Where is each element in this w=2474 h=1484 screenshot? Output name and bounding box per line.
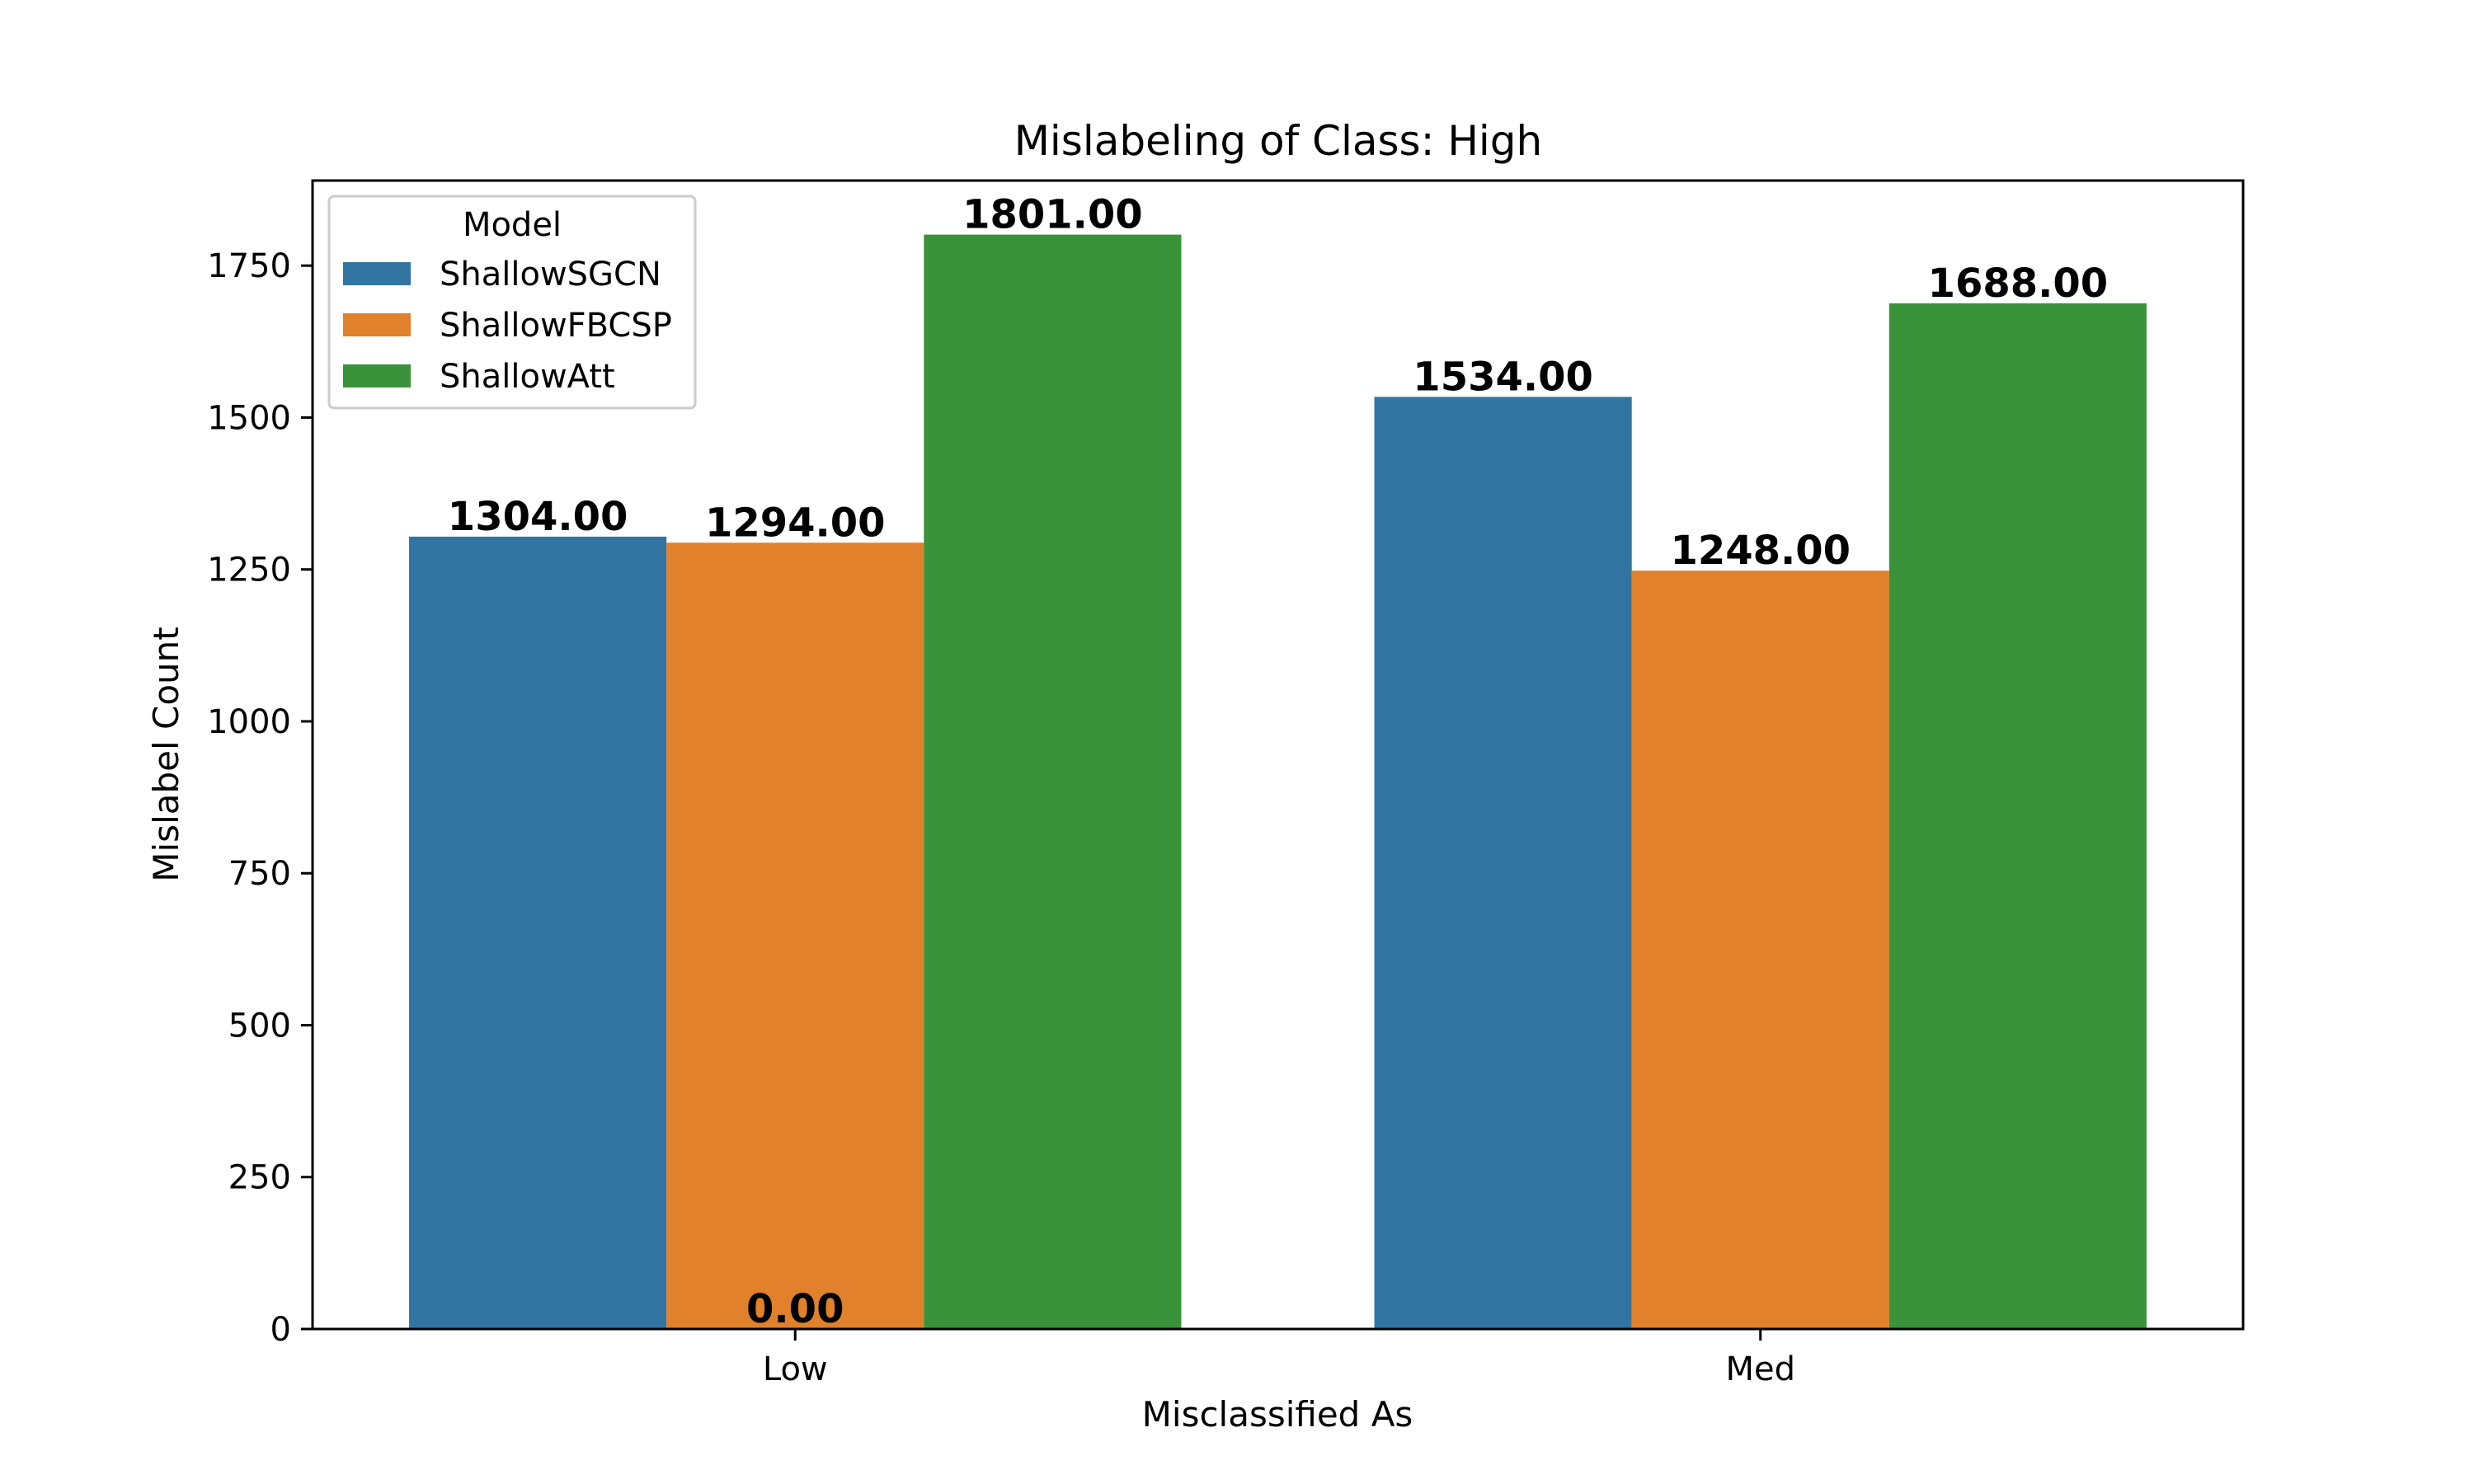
x-axis: Low Med [763, 1329, 1795, 1388]
bars-group [409, 234, 2147, 1329]
bar-low-shallowatt [924, 234, 1182, 1329]
legend-frame [327, 195, 697, 410]
y-tick-label: 750 [228, 855, 291, 893]
bar-med-shallowfbcsp [1631, 571, 1889, 1329]
legend-swatch-shallowatt [343, 364, 411, 387]
y-tick-label: 500 [228, 1007, 291, 1045]
x-tick-label-med: Med [1725, 1350, 1795, 1388]
y-tick-label: 1500 [207, 399, 291, 437]
bar-value-label-low-shallowatt: 1801.00 [962, 192, 1143, 238]
y-axis: 0 250 500 750 1000 1250 1500 1750 [207, 247, 313, 1349]
legend-label-shallowsgcn: ShallowSGCN [440, 256, 661, 294]
plot-frame [311, 179, 2245, 1331]
y-tick-label: 1750 [207, 247, 291, 285]
bar-value-label-med-shallowsgcn: 1534.00 [1413, 354, 1593, 400]
bar-labels-group: 1304.00 1294.00 1801.00 1534.00 1248.00 1688.… [448, 192, 2108, 1332]
legend-label-shallowatt: ShallowAtt [440, 358, 615, 396]
bar-med-shallowatt [1888, 303, 2147, 1329]
legend-swatch-shallowsgcn [343, 262, 411, 285]
bar-value-label-low-shallowfbcsp: 1294.00 [705, 500, 886, 546]
bar-low-shallowfbcsp [666, 542, 924, 1329]
chart-title: Mislabeling of Class: High [1014, 117, 1543, 165]
y-axis-label: Mislabel Count [146, 627, 186, 881]
legend: Model ShallowSGCN ShallowFBCSP ShallowAtt [327, 195, 697, 410]
bar-low-shallowsgcn [409, 536, 667, 1329]
bar-value-label-low-shallowfbcsp-baseline: 0.00 [746, 1286, 844, 1332]
y-tick-label: 250 [228, 1159, 291, 1197]
bar-value-label-med-shallowatt: 1688.00 [1928, 261, 2109, 307]
y-tick-label: 0 [270, 1311, 291, 1349]
x-tick-label-low: Low [763, 1350, 828, 1388]
y-tick-label: 1250 [207, 552, 291, 589]
legend-title: Model [463, 206, 562, 244]
bar-med-shallowsgcn [1374, 397, 1632, 1329]
bar-value-label-med-shallowfbcsp: 1248.00 [1670, 528, 1851, 574]
y-tick-label: 1000 [207, 703, 291, 741]
bar-value-label-low-shallowsgcn: 1304.00 [448, 494, 628, 540]
x-axis-label: Misclassified As [1142, 1394, 1413, 1435]
legend-label-shallowfbcsp: ShallowFBCSP [440, 307, 672, 345]
legend-swatch-shallowfbcsp [343, 313, 411, 336]
